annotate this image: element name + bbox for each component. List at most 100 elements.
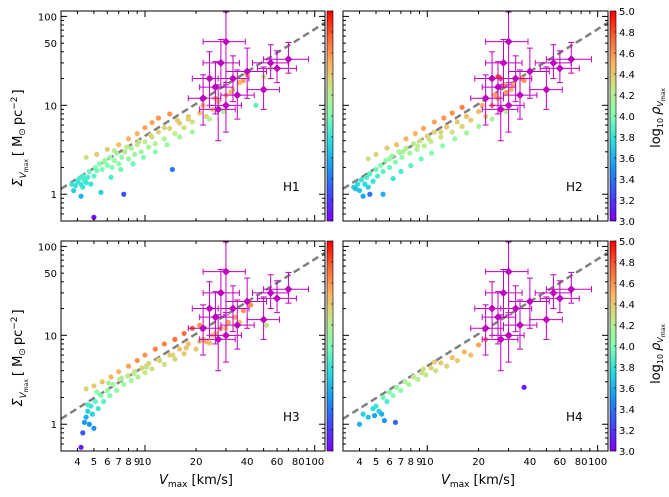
colorbar-tick-label: 4.6 (619, 279, 635, 290)
observed-point (214, 335, 223, 344)
simulated-point (461, 349, 467, 355)
x-tick-label: 20 (190, 457, 203, 468)
x-tick-label: 8 (408, 457, 414, 468)
simulated-point (197, 110, 203, 116)
simulated-point (420, 125, 427, 132)
simulated-point (459, 123, 465, 129)
simulated-point (99, 166, 105, 173)
simulated-point (228, 89, 234, 95)
simulated-point (108, 374, 114, 380)
simulated-point (377, 162, 383, 169)
simulated-point (122, 149, 128, 155)
simulated-point (172, 356, 178, 362)
observed-point (284, 285, 293, 294)
simulated-point (420, 366, 427, 372)
simulated-point (428, 365, 434, 371)
simulated-point (148, 132, 154, 138)
observed-point (549, 58, 558, 67)
observed-point (266, 58, 275, 67)
simulated-point (142, 139, 148, 145)
y-tick-label: 1 (51, 190, 57, 201)
simulated-point (135, 374, 141, 380)
simulated-point (240, 307, 246, 314)
simulated-point (167, 111, 173, 117)
simulated-point (503, 89, 509, 95)
simulated-point (521, 77, 527, 84)
x-tick-label: 4 (74, 457, 80, 468)
panel-label: H4 (566, 410, 583, 424)
observed-point (273, 294, 282, 303)
simulated-point (225, 319, 231, 325)
x-tick-label: 20 (472, 457, 485, 468)
simulated-point (468, 117, 474, 123)
simulated-point (181, 330, 187, 337)
simulated-point (380, 394, 386, 401)
simulated-point (177, 134, 183, 140)
simulated-point (83, 180, 89, 186)
simulated-point (410, 374, 417, 380)
simulated-point (370, 178, 376, 184)
observed-point (243, 67, 252, 76)
plot-frame (60, 240, 326, 452)
observed-point (515, 91, 524, 100)
simulated-point (384, 398, 390, 405)
simulated-point (170, 352, 176, 358)
simulated-point (417, 138, 423, 144)
simulated-point (384, 145, 390, 151)
simulated-point (418, 156, 424, 162)
simulated-point (128, 377, 134, 384)
simulated-point (142, 370, 148, 376)
simulated-point (392, 159, 399, 165)
simulated-point (355, 181, 361, 187)
simulated-point (91, 425, 97, 431)
simulated-point (136, 139, 142, 145)
observed-point (511, 74, 520, 83)
simulated-point (110, 381, 116, 388)
panel-label: H2 (566, 180, 583, 194)
simulated-point (143, 364, 150, 370)
colorbar-tick-label: 3.4 (619, 405, 635, 416)
simulated-point (380, 191, 386, 197)
colorbar-tick-label: 4.6 (619, 49, 635, 60)
y-tick-label: 100 (38, 12, 57, 23)
simulated-point (365, 414, 371, 420)
colorbar-tick-label: 3.4 (619, 175, 635, 186)
simulated-point (116, 161, 122, 167)
x-tick-label: 40 (524, 457, 537, 468)
x-tick-label: 9 (134, 457, 140, 468)
observed-point (555, 64, 564, 73)
simulated-point (181, 351, 187, 357)
observed-point (504, 37, 513, 46)
simulated-point (78, 193, 84, 199)
simulated-point (463, 130, 470, 136)
simulated-point (373, 151, 379, 158)
observed-point (481, 94, 490, 103)
panel-h2: H2 3.0 3.2 3.4 3.6 3.8 4.0 4.2 4.4 4.6 4.8 5.0 (342, 7, 635, 228)
simulated-point (468, 352, 474, 358)
simulated-point (362, 181, 368, 187)
x-tick-label: 5 (91, 457, 97, 468)
simulated-point (398, 387, 404, 394)
simulated-point (399, 154, 405, 160)
simulated-point (463, 113, 470, 120)
simulated-point (449, 129, 455, 135)
plot-content (343, 11, 608, 199)
simulated-point (232, 314, 238, 320)
simulated-point (410, 141, 417, 147)
simulated-point (452, 136, 458, 142)
x-tick-label: 80 (292, 457, 305, 468)
colorbar-label-bottom: log10ρVmax (649, 324, 667, 384)
simulated-point (104, 146, 110, 152)
simulated-point (438, 360, 444, 366)
simulated-point (489, 116, 495, 122)
plot-area (61, 11, 325, 221)
simulated-point (94, 389, 100, 395)
simulated-point (365, 184, 371, 190)
simulated-point (169, 166, 175, 173)
colorbar-tick-label: 3.8 (619, 133, 635, 144)
plot-area (343, 11, 608, 221)
simulated-point (449, 110, 455, 116)
simulated-point (415, 143, 421, 149)
y-axis-label-top: ΣVmax[ M⊙pc−2] (10, 89, 30, 186)
colorbar-tick-label: 3.6 (619, 384, 635, 395)
